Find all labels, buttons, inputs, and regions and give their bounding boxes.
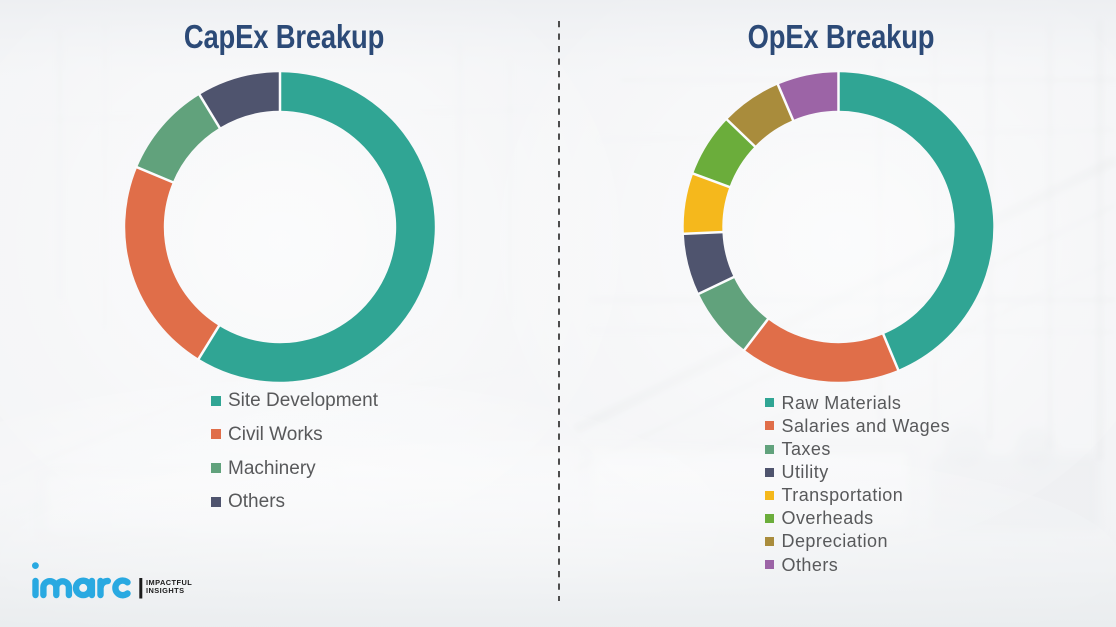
legend-item-raw-materials: Raw Materials [764,389,902,417]
donut-segment-separator [724,117,758,149]
opex-chart-title: OpEx Breakup [747,17,934,55]
logo-divider-bar [139,578,143,599]
legend-label: Site Development [228,390,378,412]
legend-marker [764,513,774,523]
donut-segment-separator [197,92,222,131]
legend-marker [211,395,221,406]
legend-item-others: Others [211,488,285,516]
donut-segment-taxes [698,277,768,350]
donut-segment-raw-materials [838,72,994,370]
donut-segment-separator [134,165,176,185]
legend-label: Overheads [781,508,874,529]
legend-item-overheads: Overheads [764,504,874,532]
donut-segment-separator [196,323,222,362]
donut-segment-separator [690,171,732,189]
legend-marker [764,398,774,408]
legend-marker [211,429,221,440]
legend-marker [211,496,221,507]
legend-item-others: Others [764,551,839,579]
capex-chart-title: CapEx Breakup [183,17,384,55]
donut-segment-depreciation [726,84,794,147]
legend-label: Civil Works [228,423,323,445]
legend-item-machinery: Machinery [211,454,316,482]
legend-marker [764,536,774,546]
legend-label: Transportation [781,485,904,506]
donut-segment-salaries-and-wages [744,319,899,382]
legend-item-civil-works: Civil Works [211,420,323,448]
legend-label: Others [781,554,839,575]
donut-segment-utility [683,232,734,294]
legend-item-transportation: Transportation [764,481,904,509]
logo-tagline-line2: INSIGHTS [146,586,185,595]
donut-segment-civil-works [125,167,219,359]
donut-segment-overheads [693,119,755,187]
legend-marker [211,463,221,473]
legend-marker [764,467,774,477]
donut-segment-machinery [137,94,220,183]
donut-segment-others [199,72,280,128]
legend-marker [764,560,774,570]
legend-item-salaries-and-wages: Salaries and Wages [764,412,951,440]
legend-label: Machinery [228,457,316,479]
donut-segment-separator [696,275,737,296]
legend-item-depreciation: Depreciation [764,527,888,555]
donut-segment-separator [775,82,795,123]
legend-label: Utility [781,462,829,483]
donut-segment-separator [681,230,725,236]
legend-item-site-development: Site Development [211,387,378,415]
legend-marker [764,444,774,454]
donut-segment-separator [742,316,771,353]
legend-item-utility: Utility [764,458,829,486]
logo-tagline-line1: IMPACTFUL [146,578,193,587]
legend-marker [764,421,774,431]
donut-segment-site-development [198,72,435,382]
legend-label: Others [228,491,286,513]
donut-segment-others [777,72,839,121]
imarc-wordmark [32,562,131,599]
legend-marker [764,490,774,500]
legend-label: Raw Materials [781,392,902,413]
legend-item-taxes: Taxes [764,435,831,463]
legend-label: Taxes [781,439,831,460]
donut-segment-separator [881,331,901,373]
donut-segment-transportation [683,173,730,234]
legend-label: Salaries and Wages [781,415,951,436]
legend-label: Depreciation [781,531,888,552]
